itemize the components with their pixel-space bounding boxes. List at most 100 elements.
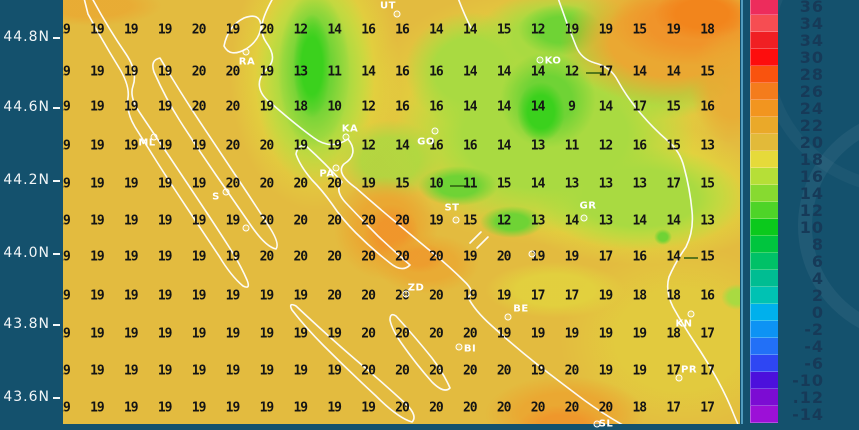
grid-value: 10 <box>327 99 342 115</box>
grid-value: 14 <box>564 213 580 229</box>
grid-value: 20 <box>361 326 376 342</box>
colorbar-label: 36 <box>799 0 824 16</box>
colorbar-swatch <box>750 168 778 185</box>
colorbar-label: 26 <box>799 81 824 101</box>
grid-value: 9 <box>568 99 576 115</box>
grid-value: 16 <box>429 138 444 154</box>
grid-value: 19 <box>90 400 105 416</box>
grid-value: 19 <box>327 400 342 416</box>
lat-label: 43.6N <box>3 389 50 405</box>
island-long-south <box>289 303 415 423</box>
colorbar-label: -14 <box>792 404 824 424</box>
grid-value: 19 <box>90 326 105 342</box>
grid-value: 20 <box>599 0 614 4</box>
grid-value: 19 <box>598 363 614 379</box>
colorbar-swatch <box>750 32 778 49</box>
colorbar-swatch <box>750 134 778 151</box>
colorbar-label: -10 <box>792 370 824 390</box>
colorbar-swatch <box>750 287 778 304</box>
grid-value: 14 <box>496 64 512 80</box>
grid-value: 19 <box>225 400 241 416</box>
grid-value: 19 <box>462 288 478 304</box>
grid-value: 19 <box>157 288 173 304</box>
grid-value: 16 <box>700 288 715 304</box>
grid-value: 19 <box>63 99 71 115</box>
colorbar-label: 6 <box>811 251 824 271</box>
colorbar-swatch <box>750 0 778 15</box>
colorbar-swatch <box>750 270 778 287</box>
grid-value: 13 <box>700 138 715 154</box>
colorbar-label: 2 <box>811 285 824 305</box>
grid-value: 14 <box>632 64 647 80</box>
grid-value: 18 <box>632 288 647 304</box>
grid-value: 19 <box>191 213 207 229</box>
map-right-edge-line <box>741 0 743 424</box>
grid-value: 18 <box>666 288 681 304</box>
grid-value: 20 <box>700 0 715 4</box>
grid-value: 14 <box>496 99 512 115</box>
grid-value: 14 <box>666 213 681 229</box>
grid-value: 15 <box>632 22 647 38</box>
lat-tick <box>53 324 60 326</box>
grid-value: 13 <box>632 176 647 192</box>
grid-value: 19 <box>191 138 207 154</box>
grid-value: 19 <box>63 326 71 342</box>
colorbar-label: 10 <box>799 217 824 237</box>
grid-value: 19 <box>225 288 241 304</box>
grid-value: 20 <box>327 176 342 192</box>
grid-value: 19 <box>225 363 241 379</box>
grid-value: 11 <box>564 138 580 154</box>
grid-value: 20 <box>429 288 444 304</box>
grid-value: 17 <box>598 64 614 80</box>
grid-value: 14 <box>327 0 342 4</box>
grid-value: 20 <box>225 64 241 80</box>
grid-value: 16 <box>395 22 410 38</box>
colorbar-swatch <box>750 253 778 270</box>
grid-value: 19 <box>191 326 207 342</box>
grid-value: 20 <box>327 249 342 265</box>
grid-value: 19 <box>90 288 105 304</box>
grid-value: 19 <box>90 0 105 4</box>
lat-label: 43.8N <box>3 316 50 332</box>
grid-value: 14 <box>497 0 512 4</box>
grid-value: 19 <box>157 213 173 229</box>
colorbar-swatch <box>750 338 778 355</box>
grid-value: 19 <box>260 0 275 4</box>
colorbar-label: 30 <box>799 47 824 67</box>
grid-value: 14 <box>462 99 478 115</box>
grid-value: 19 <box>123 64 139 80</box>
strait-marks <box>469 231 489 249</box>
grid-value: 15 <box>700 249 715 265</box>
grid-value: 13 <box>700 213 715 229</box>
grid-value: 11 <box>462 176 478 192</box>
grid-value: 14 <box>632 213 647 229</box>
island-thin-south <box>389 313 451 391</box>
colorbar-label: 22 <box>799 115 824 135</box>
grid-value: 13 <box>293 64 308 80</box>
colorbar-label: 24 <box>799 98 824 118</box>
colorbar-swatch <box>750 49 778 66</box>
grid-value: 19 <box>530 326 546 342</box>
grid-value: 19 <box>598 22 614 38</box>
grid-value: 20 <box>564 363 580 379</box>
grid-value: 19 <box>429 213 444 229</box>
grid-value: 19 <box>361 176 376 192</box>
colorbar-label: 18 <box>799 149 824 169</box>
grid-value: 19 <box>225 249 241 265</box>
colorbar-label: 0 <box>811 302 824 322</box>
grid-value: 19 <box>123 99 139 115</box>
colorbar-label: 4 <box>811 268 824 288</box>
grid-value: 17 <box>530 288 546 304</box>
grid-value: 20 <box>191 22 207 38</box>
grid-value: 19 <box>564 22 580 38</box>
grid-value: 16 <box>429 64 444 80</box>
grid-value: 16 <box>395 64 410 80</box>
grid-value: 12 <box>361 138 376 154</box>
grid-value: 20 <box>395 400 410 416</box>
grid-value: 20 <box>225 99 241 115</box>
colorbar-swatch <box>750 304 778 321</box>
grid-value: 20 <box>191 64 207 80</box>
grid-value: 14 <box>395 138 410 154</box>
grid-value: 19 <box>63 138 71 154</box>
grid-value: 19 <box>123 249 139 265</box>
